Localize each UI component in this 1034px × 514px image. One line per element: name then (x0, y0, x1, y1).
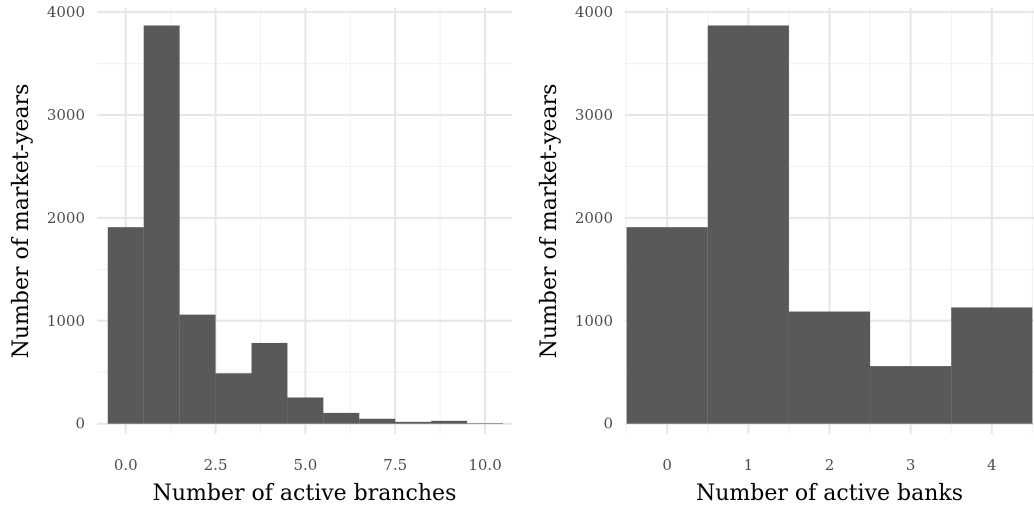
y-tick-label: 4000 (575, 3, 613, 21)
histogram-bar (215, 373, 252, 424)
histogram-bar (179, 314, 216, 424)
bars (107, 25, 504, 424)
x-tick-label: 3 (906, 456, 916, 474)
x-tick-label: 2.5 (204, 456, 228, 474)
x-axis-title: Number of active banks (696, 481, 963, 506)
bars (626, 25, 1033, 424)
histogram-bar (626, 227, 708, 424)
y-tick-label: 0 (603, 415, 613, 433)
x-tick-label: 10.0 (468, 456, 501, 474)
y-tick-label: 4000 (47, 3, 85, 21)
histogram-bar (951, 307, 1033, 424)
histogram-bar (323, 412, 360, 424)
y-tick-label: 3000 (47, 106, 85, 124)
histogram-bar (287, 397, 324, 424)
histogram-bar (395, 421, 432, 424)
y-tick-label: 0 (75, 415, 85, 433)
histogram-bar (359, 418, 396, 424)
histogram-bar (788, 311, 871, 424)
y-tick-label: 3000 (575, 106, 613, 124)
x-tick-labels: 0.0 2.5 5.0 7.5 10.0 (114, 456, 502, 474)
x-tick-label: 7.5 (383, 456, 407, 474)
x-tick-label: 0.0 (114, 456, 138, 474)
x-tick-label: 4 (987, 456, 997, 474)
y-tick-label: 2000 (47, 209, 85, 227)
histogram-bar (467, 423, 504, 424)
x-tick-label: 0 (662, 456, 672, 474)
y-tick-labels: 0 1000 2000 3000 4000 (47, 3, 85, 433)
x-tick-label: 1 (744, 456, 754, 474)
histogram-bar (870, 366, 952, 424)
x-tick-label: 2 (825, 456, 835, 474)
x-tick-labels: 0 1 2 3 4 (662, 456, 996, 474)
x-tick-label: 5.0 (293, 456, 317, 474)
histogram-bar (431, 420, 468, 424)
y-tick-labels: 0 1000 2000 3000 4000 (575, 3, 613, 433)
histogram-bar (107, 227, 144, 424)
y-tick-label: 2000 (575, 209, 613, 227)
y-tick-label: 1000 (575, 312, 613, 330)
x-axis-title: Number of active branches (153, 481, 457, 506)
histogram-bar (251, 342, 288, 424)
histogram-bar (143, 25, 180, 424)
y-axis-title: Number of market-years (9, 84, 34, 359)
histogram-active-branches: 0 1000 2000 3000 4000 0.0 2.5 5.0 7.5 10.0 Number … (9, 3, 512, 506)
y-axis-title: Number of market-years (537, 84, 562, 359)
histogram-active-banks: 0 1000 2000 3000 4000 0 1 2 3 4 Number of active b… (537, 3, 1034, 506)
y-tick-label: 1000 (47, 312, 85, 330)
histogram-bar (707, 25, 789, 424)
